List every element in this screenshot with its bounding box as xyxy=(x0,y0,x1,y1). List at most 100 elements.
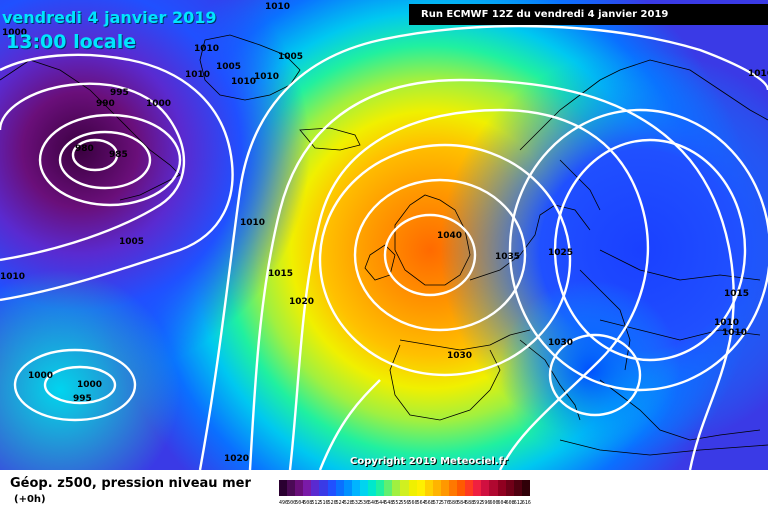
isobar-label: 1010 xyxy=(194,44,219,54)
isobar-label: 1010 xyxy=(0,272,25,282)
scale-label: 580 xyxy=(448,500,458,506)
date-title: vendredi 4 janvier 2019 xyxy=(2,8,217,27)
legend-subtitle: (+0h) xyxy=(14,494,46,505)
scale-label: 608 xyxy=(505,500,515,506)
scale-label: 612 xyxy=(513,500,523,506)
isobar-label: 1015 xyxy=(724,289,749,299)
scale-swatch xyxy=(505,480,514,496)
local-time-label: 13:00 locale xyxy=(6,31,137,53)
scale-swatch xyxy=(448,480,458,496)
scale-label: 584 xyxy=(457,500,467,506)
color-scale xyxy=(279,480,530,496)
scale-label: 516 xyxy=(319,500,329,506)
scale-swatch xyxy=(497,480,506,496)
isobar-label: 1005 xyxy=(119,237,144,247)
isobar-label: 1010 xyxy=(265,2,290,12)
scale-swatch xyxy=(457,480,466,496)
scale-swatch xyxy=(513,480,522,496)
isobar-label: 985 xyxy=(109,150,128,160)
isobar-label: 1010 xyxy=(240,218,265,228)
isobar-label: 1016 xyxy=(748,69,768,79)
isobar-label: 1035 xyxy=(495,252,520,262)
color-scale-labels: 496 500 504 508 512 516 520 524 528 532 536 540 544 5… xyxy=(279,500,531,506)
scale-swatch xyxy=(351,480,360,496)
scale-label: 520 xyxy=(327,500,337,506)
scale-swatch xyxy=(376,480,385,496)
scale-label: 500 xyxy=(287,500,297,506)
isobar-label: 1010 xyxy=(714,318,739,328)
run-info-banner: Run ECMWF 12Z du vendredi 4 janvier 2019 xyxy=(409,4,768,25)
isobar-label: 1000 xyxy=(146,99,171,109)
isobar-label: 1000 xyxy=(28,371,53,381)
scale-label: 536 xyxy=(359,500,369,506)
isobar-label: 1000 xyxy=(2,28,27,38)
isobar-label: 1005 xyxy=(216,62,241,72)
scale-swatch xyxy=(473,480,482,496)
scale-swatch xyxy=(343,480,352,496)
scale-label: 560 xyxy=(408,500,418,506)
scale-swatch xyxy=(311,480,320,496)
scale-swatch xyxy=(432,480,441,496)
scale-label: 552 xyxy=(392,500,402,506)
scale-label: 592 xyxy=(473,500,483,506)
scale-swatch xyxy=(416,480,425,496)
scale-swatch xyxy=(335,480,344,496)
scale-label: 568 xyxy=(424,500,434,506)
scale-label: 564 xyxy=(416,500,426,506)
isobar-label: 1010 xyxy=(231,77,256,87)
isobar-label: 1025 xyxy=(548,248,573,258)
isobar-label: 990 xyxy=(96,99,115,109)
scale-swatch xyxy=(359,480,369,496)
scale-swatch xyxy=(481,480,490,496)
scale-label: 588 xyxy=(465,500,475,506)
isobar-label: 1010 xyxy=(254,72,279,82)
scale-swatch xyxy=(287,480,296,496)
isobar-label: 1040 xyxy=(437,231,462,241)
scale-label: 604 xyxy=(497,500,507,506)
scale-swatch xyxy=(368,480,377,496)
scale-swatch xyxy=(440,480,449,496)
scale-label: 496 xyxy=(279,500,289,506)
scale-label: 616 xyxy=(521,500,531,506)
scale-label: 548 xyxy=(384,500,394,506)
copyright-text: Copyright 2019 Meteociel.fr xyxy=(350,456,508,467)
weather-map: 1000 1010 1010 1005 1005 1010 1010 1010 … xyxy=(0,0,768,470)
legend-title: Géop. z500, pression niveau mer xyxy=(10,476,251,491)
scale-label: 556 xyxy=(400,500,410,506)
scale-swatch xyxy=(489,480,498,496)
scale-swatch xyxy=(408,480,417,496)
isobar-label: 995 xyxy=(73,394,92,404)
scale-label: 532 xyxy=(351,500,361,506)
run-info-text: Run ECMWF 12Z du vendredi 4 janvier 2019 xyxy=(421,9,669,20)
scale-swatch xyxy=(400,480,409,496)
isobar-label: 1030 xyxy=(447,351,472,361)
scale-label: 508 xyxy=(303,500,313,506)
isobar-label: 1020 xyxy=(224,454,249,464)
isobar-labels: 1000 1010 1010 1005 1005 1010 1010 1010 … xyxy=(0,2,768,464)
scale-swatch xyxy=(295,480,304,496)
isobar-label: 1015 xyxy=(268,269,293,279)
scale-swatch xyxy=(303,480,312,496)
scale-swatch xyxy=(521,480,530,496)
isobar-label: 1005 xyxy=(278,52,303,62)
isobar-label: 1030 xyxy=(548,338,573,348)
scale-label: 596 xyxy=(481,500,491,506)
scale-swatch xyxy=(384,480,393,496)
scale-swatch xyxy=(279,480,288,496)
scale-label: 512 xyxy=(311,500,321,506)
isobar-label: 1010 xyxy=(185,70,210,80)
scale-label: 504 xyxy=(295,500,305,506)
scale-swatch xyxy=(319,480,328,496)
scale-label: 600 xyxy=(489,500,499,506)
isobar-label: 1000 xyxy=(77,380,102,390)
scale-label: 572 xyxy=(432,500,442,506)
scale-label: 524 xyxy=(335,500,345,506)
scale-label: 540 xyxy=(368,500,378,506)
scale-swatch xyxy=(327,480,336,496)
scale-swatch xyxy=(392,480,401,496)
scale-swatch xyxy=(424,480,433,496)
scale-label: 544 xyxy=(376,500,386,506)
isobars xyxy=(0,24,768,470)
scale-label: 576 xyxy=(440,500,450,506)
scale-swatch xyxy=(465,480,474,496)
